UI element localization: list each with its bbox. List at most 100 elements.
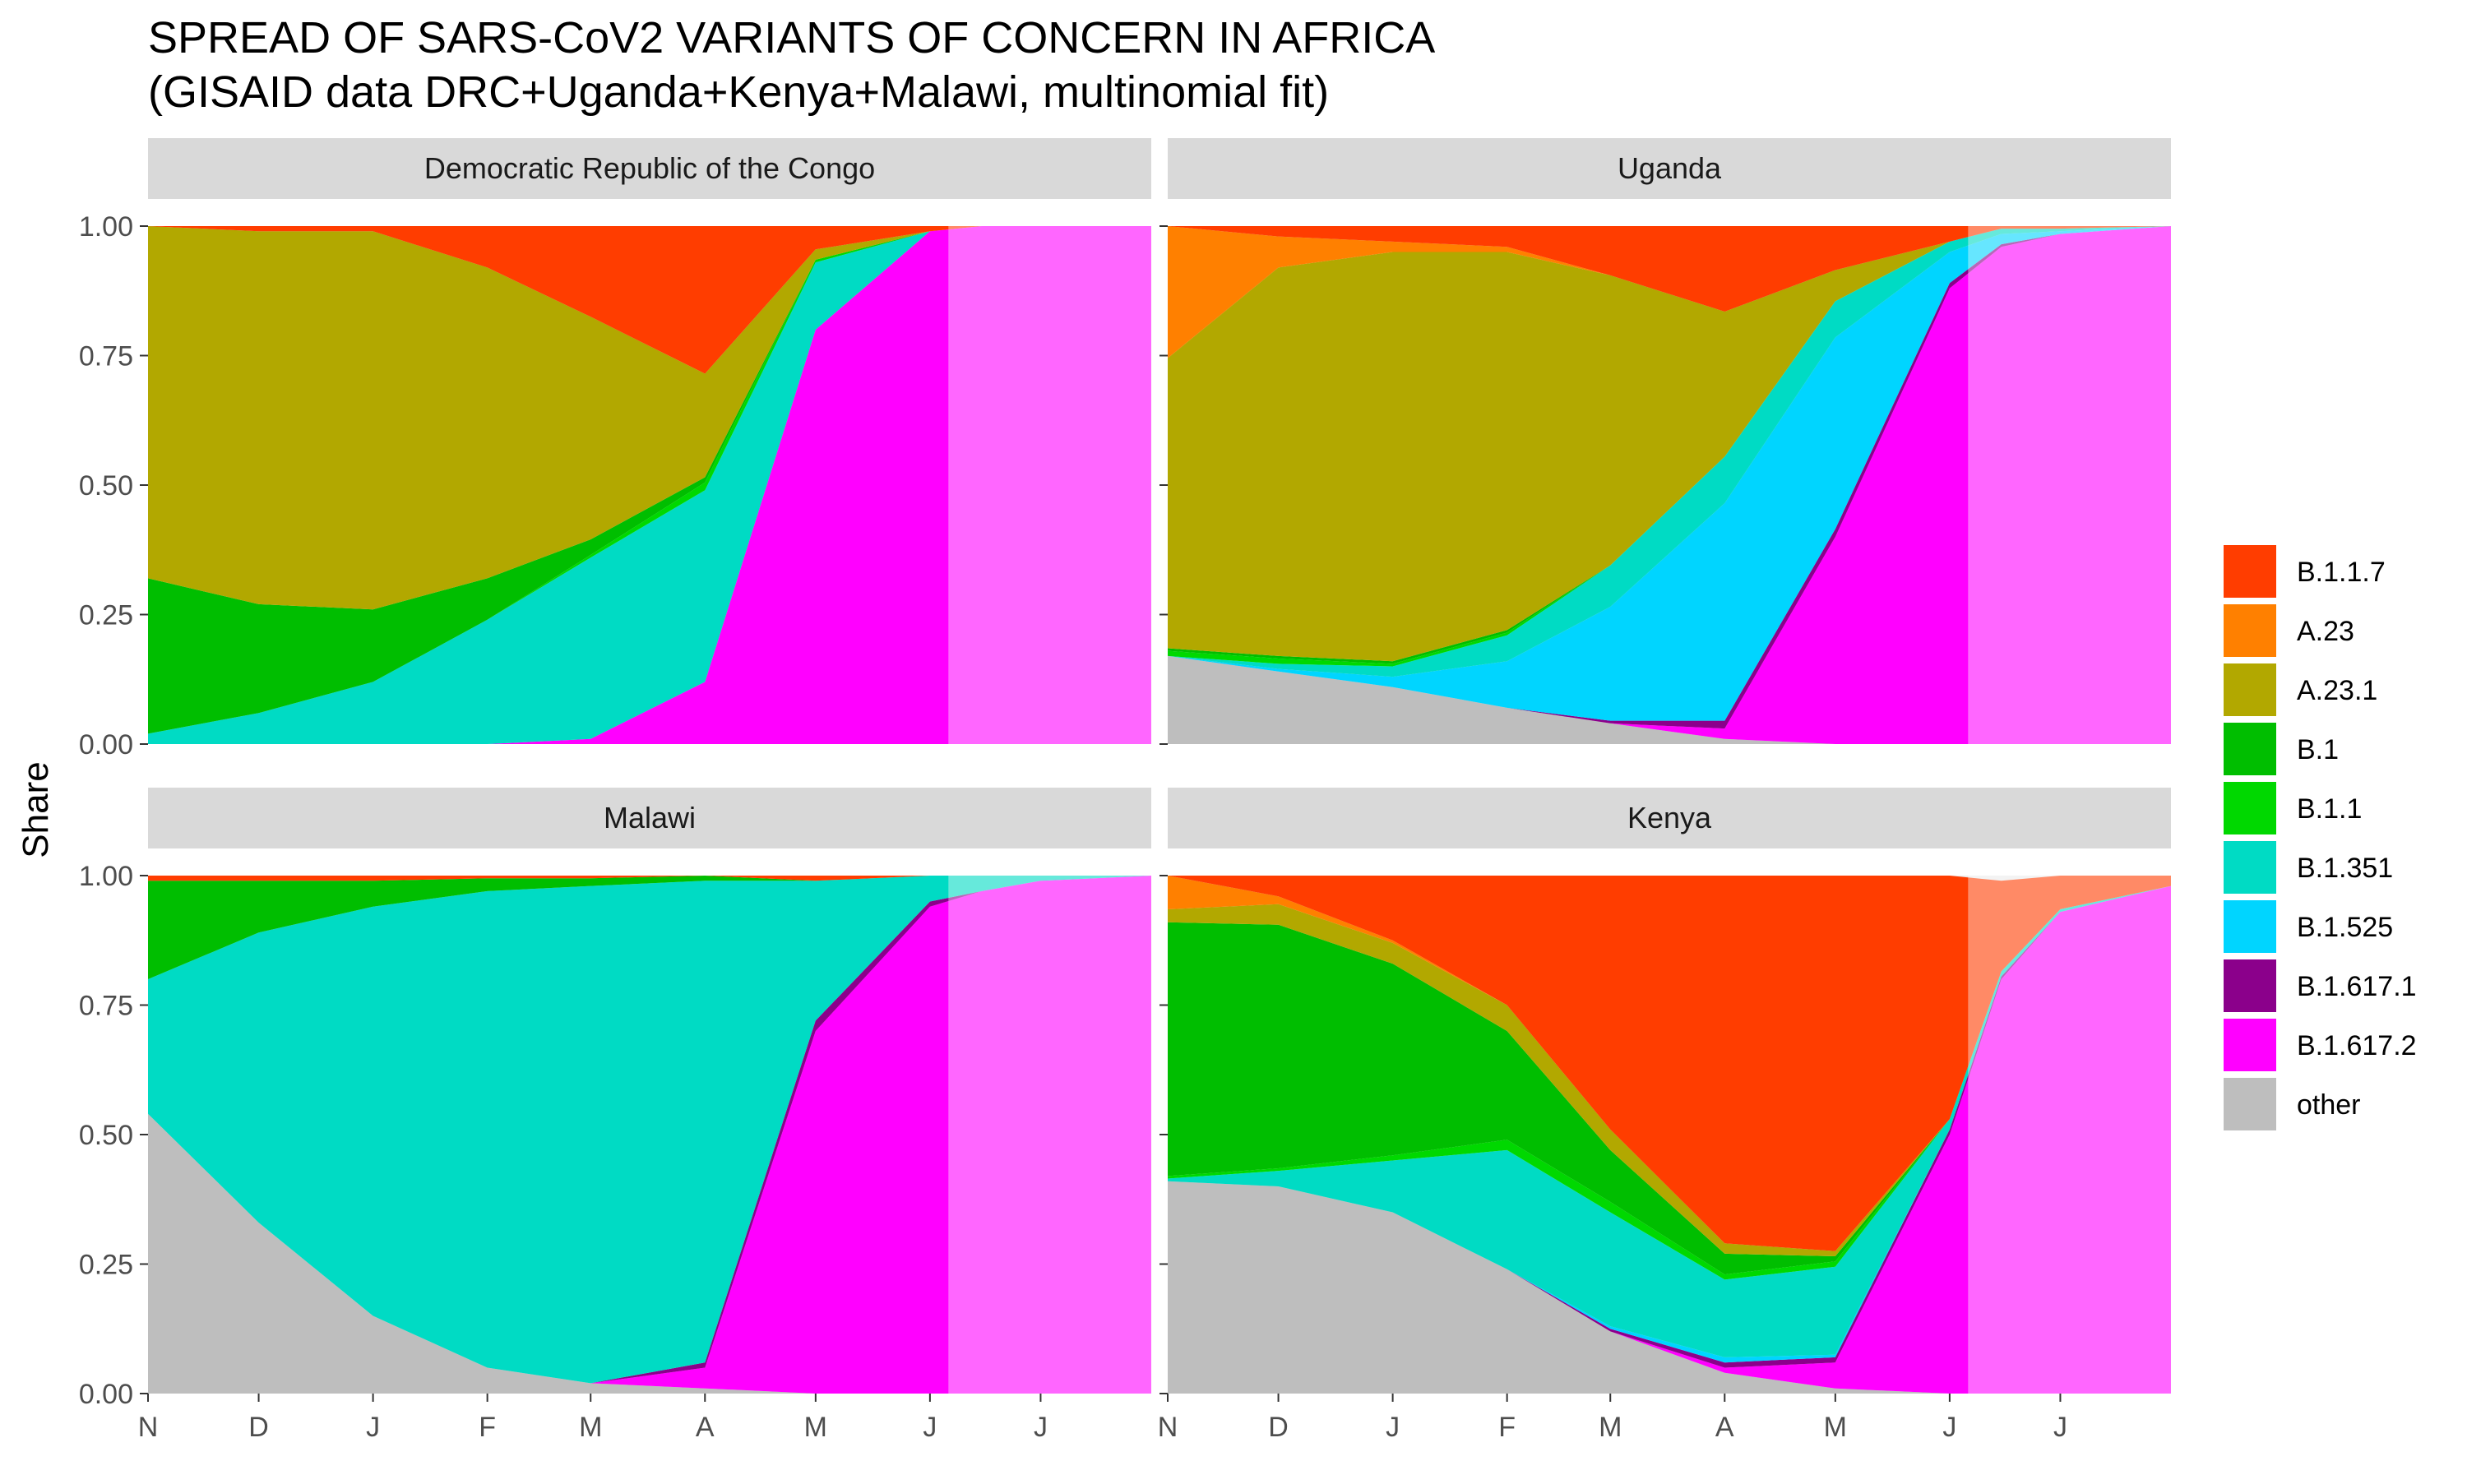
legend-swatch <box>2222 603 2278 659</box>
panel-header <box>148 788 1151 848</box>
x-tick-label: M <box>1599 1412 1622 1443</box>
panel-title: Uganda <box>1618 151 1722 185</box>
legend-swatch <box>2222 543 2278 599</box>
area-b-1 <box>148 876 1151 979</box>
x-tick-label: J <box>1942 1412 1956 1443</box>
panel-header <box>148 138 1151 199</box>
legend-label: B.1.617.2 <box>2297 1030 2417 1061</box>
panel-malawi: Malawi 0.00 0.25 0.50 0.75 1.00 N D J F M A M J J <box>79 788 1151 1443</box>
legend-swatch <box>2222 958 2278 1014</box>
y-tick-label: 0.00 <box>79 1379 133 1410</box>
x-tick-label: J <box>366 1412 380 1443</box>
panel-title: Kenya <box>1627 801 1712 834</box>
x-tick-label: M <box>804 1412 827 1443</box>
x-tick-label: J <box>923 1412 937 1443</box>
x-tick-label: D <box>248 1412 269 1443</box>
area-b-1 <box>148 226 1151 734</box>
x-tick-label: F <box>1498 1412 1516 1443</box>
legend-item-other: other <box>2222 1076 2361 1132</box>
y-tick-label: 1.00 <box>79 861 133 892</box>
x-tick-label: D <box>1268 1412 1289 1443</box>
legend-swatch <box>2222 662 2278 718</box>
panel-title: Malawi <box>604 801 696 834</box>
legend-swatch <box>2222 1076 2278 1132</box>
legend-swatch <box>2222 721 2278 777</box>
area-b-1-351 <box>148 876 1151 1384</box>
area-b-1-1-7 <box>148 876 1151 881</box>
x-tick-label: J <box>1034 1412 1048 1443</box>
legend-label: B.1.525 <box>2297 912 2393 943</box>
y-tick-label: 0.75 <box>79 991 133 1022</box>
area-b-1-617-2 <box>1168 885 2171 1394</box>
legend-label: A.23.1 <box>2297 675 2377 706</box>
area-b-1-617-1 <box>1168 226 2171 729</box>
legend-label: B.1.351 <box>2297 853 2393 884</box>
legend-item-b-1-1-7: B.1.1.7 <box>2222 543 2386 599</box>
area-b-1-617-2 <box>1168 226 2171 744</box>
area-b-1-351 <box>1168 885 2171 1357</box>
area-b-1-351 <box>148 226 1151 744</box>
x-tick-label: A <box>1715 1412 1734 1443</box>
y-tick-label: 0.75 <box>79 341 133 372</box>
y-tick-label: 1.00 <box>79 211 133 243</box>
area-a-23-1 <box>148 226 1151 610</box>
x-tick-label: J <box>1386 1412 1400 1443</box>
legend-label: B.1.617.1 <box>2297 971 2417 1002</box>
x-tick-label: F <box>479 1412 496 1443</box>
legend-swatch <box>2222 1017 2278 1073</box>
legend-item-b-1-351: B.1.351 <box>2222 839 2393 895</box>
area-b-1 <box>1168 885 2171 1275</box>
panels-layer: Democratic Republic of the Congo 0.00 0.25… <box>79 138 2171 1443</box>
legend-item-b-1-617-2: B.1.617.2 <box>2222 1017 2417 1073</box>
legend-swatch <box>2222 839 2278 895</box>
area-b-1-617-2 <box>148 876 1151 1394</box>
area-b-1-525 <box>1168 226 2171 721</box>
legend-label: B.1.1 <box>2297 793 2362 825</box>
area-b-1-1-7 <box>148 226 1151 374</box>
area-b-1-1-7 <box>1168 876 2171 1251</box>
x-tick-label: M <box>1824 1412 1847 1443</box>
panel-democratic-republic-of-the-congo: Democratic Republic of the Congo 0.00 0.25… <box>79 138 1151 760</box>
legend-item-a-23: A.23 <box>2222 603 2354 659</box>
x-tick-label: M <box>579 1412 602 1443</box>
area-a-23-1 <box>1168 885 2171 1256</box>
legend-label: A.23 <box>2297 616 2354 647</box>
x-tick-label: N <box>138 1412 159 1443</box>
area-b-1-1-7 <box>1168 226 2171 312</box>
x-tick-label: N <box>1158 1412 1178 1443</box>
area-a-23 <box>1168 226 2171 358</box>
legend-swatch <box>2222 899 2278 955</box>
legend-label: other <box>2297 1089 2361 1121</box>
y-tick-label: 0.25 <box>79 1250 133 1281</box>
y-tick-label: 0.00 <box>79 729 133 760</box>
chart-subtitle: (GISAID data DRC+Uganda+Kenya+Malawi, mu… <box>148 67 1329 117</box>
y-tick-label: 0.25 <box>79 600 133 631</box>
legend-item-b-1-617-1: B.1.617.1 <box>2222 958 2417 1014</box>
x-tick-label: A <box>696 1412 715 1443</box>
panel-kenya: Kenya N D J F M A M J J <box>1158 788 2171 1443</box>
area-a-23-1 <box>1168 226 2171 662</box>
panel-uganda: Uganda <box>1159 138 2171 745</box>
forecast-shading <box>1968 226 2171 744</box>
chart-title: SPREAD OF SARS-CoV2 VARIANTS OF CONCERN … <box>148 13 1435 62</box>
forecast-shading <box>948 226 1151 744</box>
x-tick-label: J <box>2053 1412 2067 1443</box>
forecast-shading <box>948 876 1151 1394</box>
legend-item-b-1: B.1 <box>2222 721 2339 777</box>
panel-title: Democratic Republic of the Congo <box>424 151 875 185</box>
legend-label: B.1.1.7 <box>2297 557 2386 588</box>
legend-item-a-23-1: A.23.1 <box>2222 662 2377 718</box>
area-b-1-617-2 <box>148 226 1151 744</box>
y-axis-label: Share <box>16 761 56 858</box>
legend-item-b-1-525: B.1.525 <box>2222 899 2393 955</box>
area-other <box>1168 655 2171 744</box>
area-other <box>148 1113 1151 1394</box>
panel-header <box>1168 138 2171 199</box>
area-other <box>1168 1181 2171 1394</box>
panel-header <box>1168 788 2171 848</box>
forecast-shading <box>1968 876 2171 1394</box>
legend-label: B.1 <box>2297 734 2339 765</box>
y-tick-label: 0.50 <box>79 1120 133 1151</box>
